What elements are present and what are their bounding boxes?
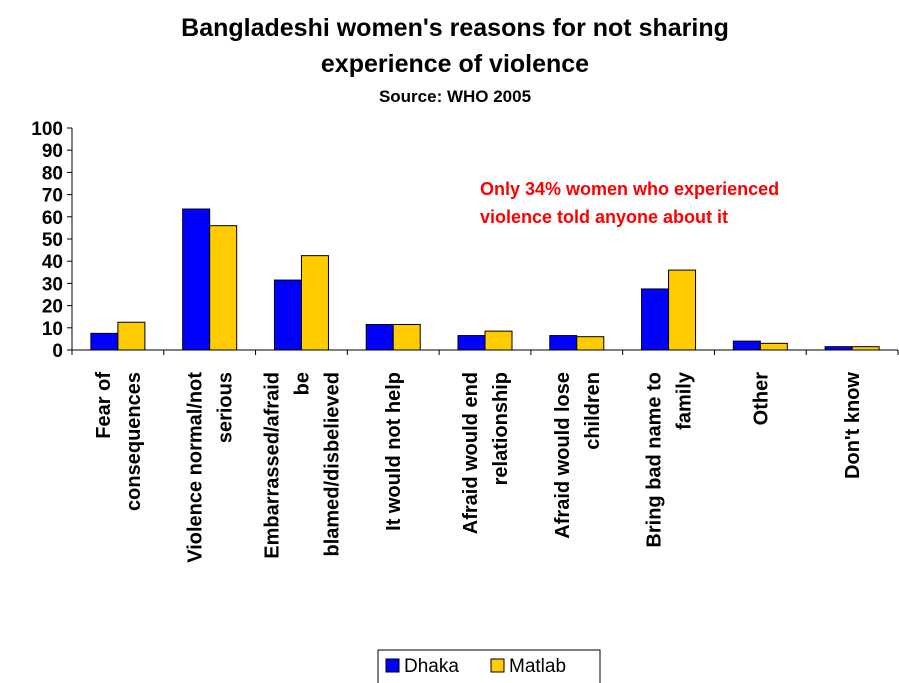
category-label-3: It would not help <box>383 372 405 531</box>
category-label-line: be <box>291 372 313 395</box>
bar-dhaka-6 <box>641 288 670 351</box>
y-tick-label: 40 <box>42 252 63 273</box>
bar-dhaka-1 <box>182 208 211 351</box>
category-labels: Fear of consequences Violence normal/not se… <box>93 371 864 563</box>
bar-matlab-4 <box>484 330 513 351</box>
annotation-line-1: Only 34% women who experienced <box>480 179 779 199</box>
category-label-line: Fear of <box>93 372 115 439</box>
category-label-line: consequences <box>123 372 145 511</box>
category-label-5: Afraid would lose children <box>552 372 604 539</box>
category-label-line: Embarrassed/afraid <box>261 372 283 559</box>
bar-matlab-0 <box>117 321 146 351</box>
category-label-line: blamed/disbelieved <box>321 372 343 557</box>
legend-box <box>377 649 601 683</box>
y-tick-label: 100 <box>31 119 63 140</box>
category-label-line: Afraid would lose <box>552 372 574 539</box>
bar-dhaka-3 <box>365 323 394 351</box>
y-tick-label: 10 <box>42 319 63 340</box>
annotation-line-2: violence told anyone about it <box>480 207 728 227</box>
chart-annotation: Only 34% women who experienced violence … <box>480 179 779 227</box>
y-tick-label: 30 <box>42 274 63 295</box>
y-tick-label: 80 <box>42 163 63 184</box>
bar-matlab-1 <box>209 225 238 351</box>
y-tick-label: 50 <box>42 230 63 251</box>
chart-subtitle: Source: WHO 2005 <box>379 87 531 106</box>
y-tick-label: 0 <box>52 341 63 362</box>
bar-matlab-6 <box>668 269 697 351</box>
category-label-line: Other <box>750 372 772 426</box>
y-tick-label: 60 <box>42 208 63 229</box>
legend-swatch-matlab <box>490 658 505 673</box>
category-label-1: Violence normal/not serious <box>185 372 237 563</box>
category-label-line: serious <box>215 372 237 443</box>
category-label-7: Other <box>750 372 772 426</box>
bar-dhaka-7 <box>732 340 761 351</box>
y-tick-label: 70 <box>42 186 63 207</box>
x-axis <box>71 349 899 355</box>
y-tick-label: 20 <box>42 297 63 318</box>
legend: Dhaka Matlab <box>377 649 601 683</box>
category-label-line: Don't know <box>842 372 864 479</box>
category-label-line: Violence normal/not <box>185 372 207 563</box>
category-label-line: Bring bad name to <box>644 372 666 548</box>
category-label-line: family <box>674 371 696 430</box>
category-label-4: Afraid would end relationship <box>460 372 512 534</box>
category-label-line: relationship <box>490 372 512 485</box>
chart-title-line-2: experience of violence <box>321 50 589 78</box>
bar-dhaka-0 <box>90 332 119 351</box>
bar-series <box>90 208 880 351</box>
chart-title-line-1: Bangladeshi women's reasons for not shar… <box>181 14 729 42</box>
legend-label-matlab: Matlab <box>509 656 566 677</box>
category-label-line: Afraid would end <box>460 372 482 534</box>
category-label-2: Embarrassed/afraid be blamed/disbelieved <box>261 372 343 559</box>
bar-matlab-7 <box>759 342 788 351</box>
bar-matlab-5 <box>576 336 605 351</box>
category-label-8: Don't know <box>842 372 864 479</box>
bar-matlab-2 <box>300 255 329 351</box>
legend-label-dhaka: Dhaka <box>404 656 459 677</box>
category-label-line: It would not help <box>383 372 405 531</box>
bar-dhaka-2 <box>273 279 302 351</box>
bar-dhaka-5 <box>549 335 578 351</box>
category-label-0: Fear of consequences <box>93 372 145 511</box>
category-label-6: Bring bad name to family <box>644 371 696 547</box>
bar-matlab-3 <box>392 323 421 351</box>
bar-dhaka-4 <box>457 335 486 351</box>
y-tick-label: 90 <box>42 141 63 162</box>
category-label-line: children <box>582 372 604 450</box>
legend-swatch-dhaka <box>385 658 400 673</box>
